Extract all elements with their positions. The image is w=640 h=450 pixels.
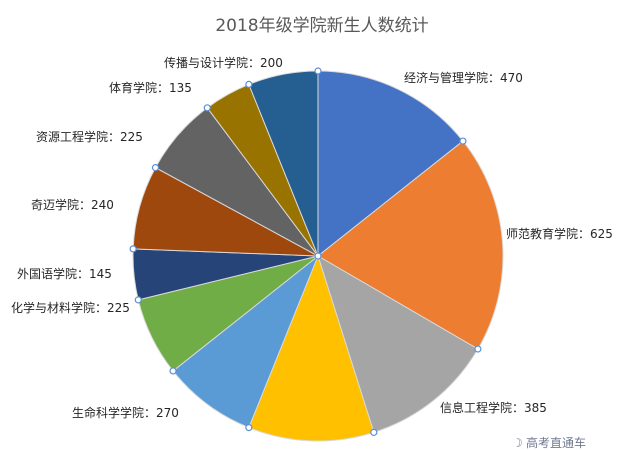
- selection-handle[interactable]: [245, 423, 253, 432]
- selection-handle[interactable]: [151, 164, 160, 172]
- pie-slice[interactable]: [317, 140, 504, 350]
- slice-data-label: 生命科学学院：270: [72, 405, 179, 420]
- pie-slice[interactable]: [317, 70, 464, 258]
- slice-data-label: 信息工程学院：385: [440, 400, 547, 415]
- selection-handle[interactable]: [459, 137, 467, 145]
- selection-handle[interactable]: [129, 245, 137, 253]
- selection-handle[interactable]: [203, 104, 211, 112]
- slice-data-label: 体育学院：135: [109, 80, 192, 95]
- slice-data-label: 化学与材料学院：225: [11, 300, 130, 315]
- slice-data-label: 经济与管理学院：470: [404, 70, 523, 85]
- slice-data-label: 奇迈学院：240: [31, 197, 114, 212]
- selection-handle[interactable]: [314, 67, 322, 75]
- pie-slices: [132, 70, 504, 442]
- slice-data-label: 外国语学院：145: [17, 266, 112, 281]
- selection-handle[interactable]: [245, 80, 253, 89]
- watermark-text: 高考直通车: [526, 435, 586, 450]
- pie-slice[interactable]: [248, 254, 375, 442]
- chart-title: 2018年级学院新生人数统计: [215, 16, 428, 36]
- selection-handle[interactable]: [370, 428, 378, 436]
- pie-labels: 经济与管理学院：470 师范教育学院：625 信息工程学院：385 生命科学学院：27…: [11, 55, 613, 420]
- selection-handle[interactable]: [474, 345, 482, 353]
- watermark-icon: ☽: [512, 436, 523, 450]
- slice-data-label: 师范教育学院：625: [506, 226, 613, 241]
- pie-slice[interactable]: [317, 254, 479, 434]
- slice-data-label: 传播与设计学院：200: [164, 55, 283, 70]
- selection-markers: [129, 67, 482, 436]
- slice-data-label: 资源工程学院：225: [36, 129, 143, 144]
- selection-handle[interactable]: [169, 367, 177, 375]
- watermark: ☽ 高考直通车: [512, 435, 586, 450]
- center-handle[interactable]: [314, 252, 322, 260]
- selection-handle[interactable]: [134, 296, 142, 304]
